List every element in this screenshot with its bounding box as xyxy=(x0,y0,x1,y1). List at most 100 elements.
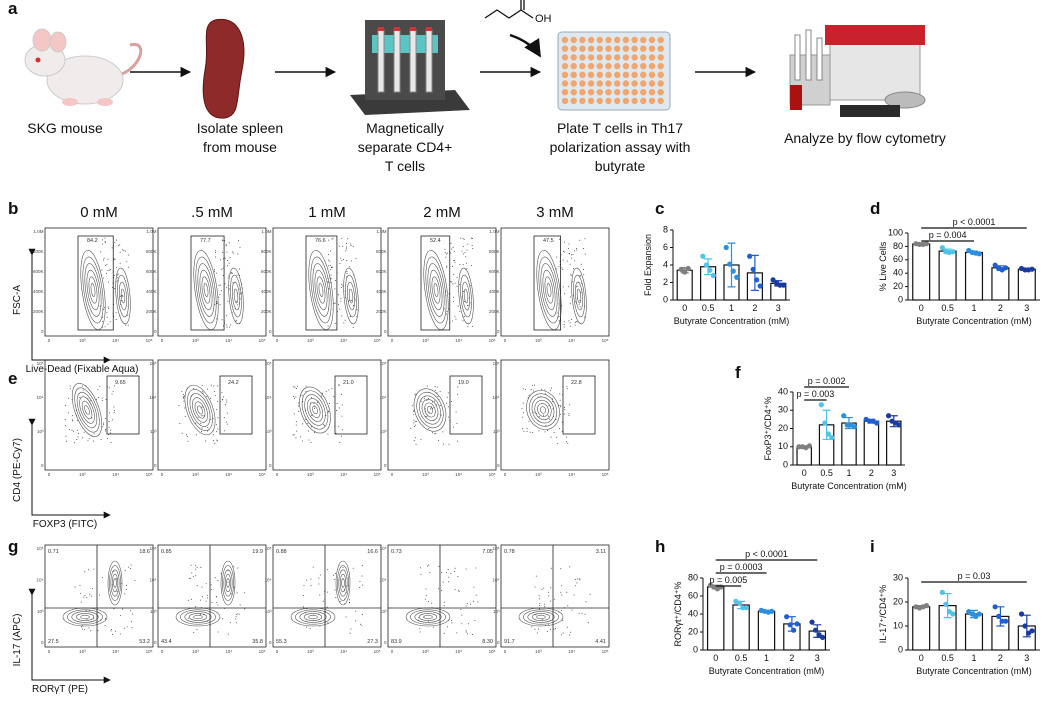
contour xyxy=(75,613,95,621)
event-dot xyxy=(200,430,202,432)
event-dot xyxy=(77,436,79,438)
event-dot xyxy=(64,419,66,421)
flow-y-tick: 0 xyxy=(269,463,272,468)
event-dot xyxy=(215,424,217,426)
event-dot xyxy=(584,613,586,615)
event-dot xyxy=(73,430,75,432)
event-dot xyxy=(467,243,469,245)
event-dot xyxy=(236,319,238,321)
well xyxy=(570,89,577,96)
y-tick-label: 8 xyxy=(663,224,668,234)
event-dot xyxy=(221,399,223,401)
event-dot xyxy=(438,566,440,568)
event-dot xyxy=(64,425,66,427)
event-dot xyxy=(110,269,112,271)
event-dot xyxy=(200,566,202,568)
y-axis-label: FoxP3⁺/CD4⁺% xyxy=(763,396,773,460)
event-dot xyxy=(84,594,86,596)
event-dot xyxy=(544,431,546,433)
event-dot xyxy=(471,326,473,328)
event-dot xyxy=(341,315,343,317)
event-dot xyxy=(341,404,343,406)
well xyxy=(622,89,630,96)
event-dot xyxy=(327,259,329,261)
event-dot xyxy=(548,405,550,407)
event-dot xyxy=(327,433,329,435)
flow-x-tick: 10³ xyxy=(422,649,429,654)
event-dot xyxy=(426,399,428,401)
contour xyxy=(301,390,329,430)
y-tick-label: 100 xyxy=(888,227,903,237)
event-dot xyxy=(466,262,468,264)
event-dot xyxy=(119,244,121,246)
event-dot xyxy=(584,238,586,240)
event-dot xyxy=(298,411,300,413)
event-dot xyxy=(578,303,580,305)
event-dot xyxy=(108,387,110,389)
event-dot xyxy=(441,572,443,574)
data-point xyxy=(1022,623,1028,629)
flow-x-tick: 0 xyxy=(48,472,51,477)
event-dot xyxy=(337,294,339,296)
contour xyxy=(538,256,560,324)
event-dot xyxy=(99,385,101,387)
event-dot xyxy=(328,389,330,391)
event-dot xyxy=(457,440,459,442)
event-dot xyxy=(201,586,203,588)
event-dot xyxy=(419,631,421,633)
contour xyxy=(463,288,469,304)
error-bar xyxy=(750,254,759,291)
event-dot xyxy=(571,281,573,283)
event-dot xyxy=(119,251,121,253)
event-dot xyxy=(116,590,118,592)
well xyxy=(579,97,586,105)
event-dot xyxy=(79,585,81,587)
event-dot xyxy=(552,398,554,400)
event-dot xyxy=(547,624,549,626)
well xyxy=(570,54,577,61)
event-dot xyxy=(213,440,215,442)
event-dot xyxy=(227,300,229,302)
event-dot xyxy=(130,564,132,566)
contour xyxy=(193,614,203,620)
event-dot xyxy=(185,434,187,436)
event-dot xyxy=(346,246,348,248)
contour xyxy=(220,560,236,606)
event-dot xyxy=(522,402,524,404)
flow-x-tick: 10⁵ xyxy=(374,338,381,343)
data-point xyxy=(841,413,847,419)
data-point xyxy=(736,600,742,606)
contour xyxy=(81,400,93,420)
flow-x-tick: 10⁴ xyxy=(112,338,119,343)
dose-title: 3 mM xyxy=(536,204,574,221)
event-dot xyxy=(549,390,551,392)
event-dot xyxy=(86,619,88,621)
bar xyxy=(863,420,880,466)
event-dot xyxy=(104,242,106,244)
event-dot xyxy=(82,437,84,439)
event-dot xyxy=(225,315,227,317)
event-dot xyxy=(216,272,218,274)
event-dot xyxy=(428,411,430,413)
event-dot xyxy=(110,441,112,443)
event-dot xyxy=(197,416,199,418)
well xyxy=(605,36,612,44)
event-dot xyxy=(123,249,125,251)
event-dot xyxy=(330,277,332,279)
event-dot xyxy=(113,608,115,610)
event-dot xyxy=(556,256,558,258)
contour xyxy=(460,274,472,318)
event-dot xyxy=(361,565,363,567)
event-dot xyxy=(341,260,343,262)
event-dot xyxy=(335,280,337,282)
step-caption: Isolate spleen xyxy=(197,120,283,136)
event-dot xyxy=(550,628,552,630)
x-tick-label: 0.5 xyxy=(941,653,954,663)
event-dot xyxy=(215,252,217,254)
event-dot xyxy=(210,384,212,386)
event-dot xyxy=(225,244,227,246)
contour xyxy=(79,396,95,424)
event-dot xyxy=(322,392,324,394)
flow-y-tick: 10⁴ xyxy=(493,395,500,400)
contour xyxy=(458,267,474,325)
